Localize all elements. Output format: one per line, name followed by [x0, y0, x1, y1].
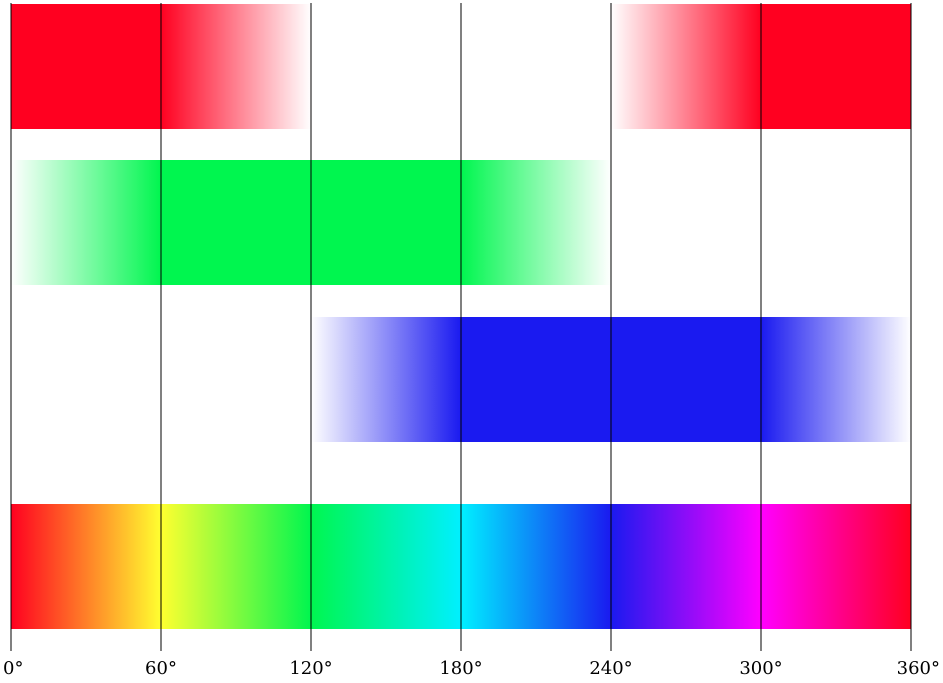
- red-channel-segment-3: [761, 4, 911, 129]
- red-channel-segment-2: [611, 4, 761, 129]
- tick-label-2: 120°: [289, 658, 332, 679]
- red-channel-segment-1: [161, 4, 311, 129]
- green-channel-segment-0: [11, 160, 161, 285]
- tick-label-6: 360°: [897, 658, 940, 679]
- tick-label-1: 60°: [145, 658, 177, 679]
- red-channel-segment-0: [11, 4, 161, 129]
- tick-label-3: 180°: [439, 658, 482, 679]
- green-channel-segment-2: [461, 160, 611, 285]
- blue-channel-segment-0: [311, 317, 461, 442]
- tick-label-4: 240°: [589, 658, 632, 679]
- tick-label-0: 0°: [3, 658, 23, 679]
- gridlines: [10, 3, 912, 651]
- tick-label-5: 300°: [739, 658, 782, 679]
- blue-channel-segment-2: [761, 317, 911, 442]
- tick-labels: 0° 60° 120° 180° 240° 300° 360°: [3, 658, 940, 679]
